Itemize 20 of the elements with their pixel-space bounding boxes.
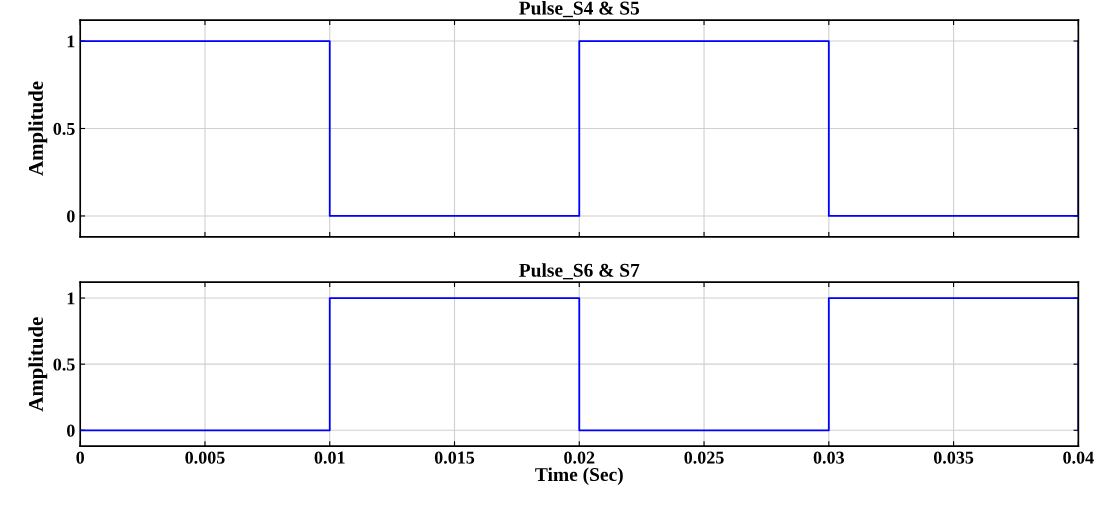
x-tick-label: 0.015	[434, 451, 475, 464]
chart-title: Pulse_S4 & S5	[519, 1, 640, 18]
y-tick-label: 0.5	[53, 358, 75, 371]
x-tick-label: 0.035	[933, 451, 974, 464]
x-tick-label: 0.04	[1063, 451, 1094, 464]
x-tick-label: 0.02	[564, 451, 595, 464]
chart-title: Pulse_S6 & S7	[519, 263, 640, 280]
x-tick-label: 0	[76, 451, 85, 464]
y-tick-label: 0	[67, 424, 75, 437]
x-tick-label: 0.01	[314, 451, 345, 464]
x-tick-label: 0.025	[684, 451, 724, 464]
x-tick-label: 0.005	[185, 451, 225, 464]
y-tick-label: 1	[67, 35, 75, 48]
y-axis-title: Amplitude	[28, 317, 48, 412]
y-tick-label: 0.5	[53, 122, 75, 136]
x-axis-title: Time (Sec)	[535, 467, 623, 486]
y-tick-label: 1	[67, 292, 75, 305]
y-tick-label: 0	[67, 210, 75, 223]
x-tick-label: 0.03	[813, 451, 844, 464]
y-axis-title: Amplitude	[28, 81, 48, 176]
